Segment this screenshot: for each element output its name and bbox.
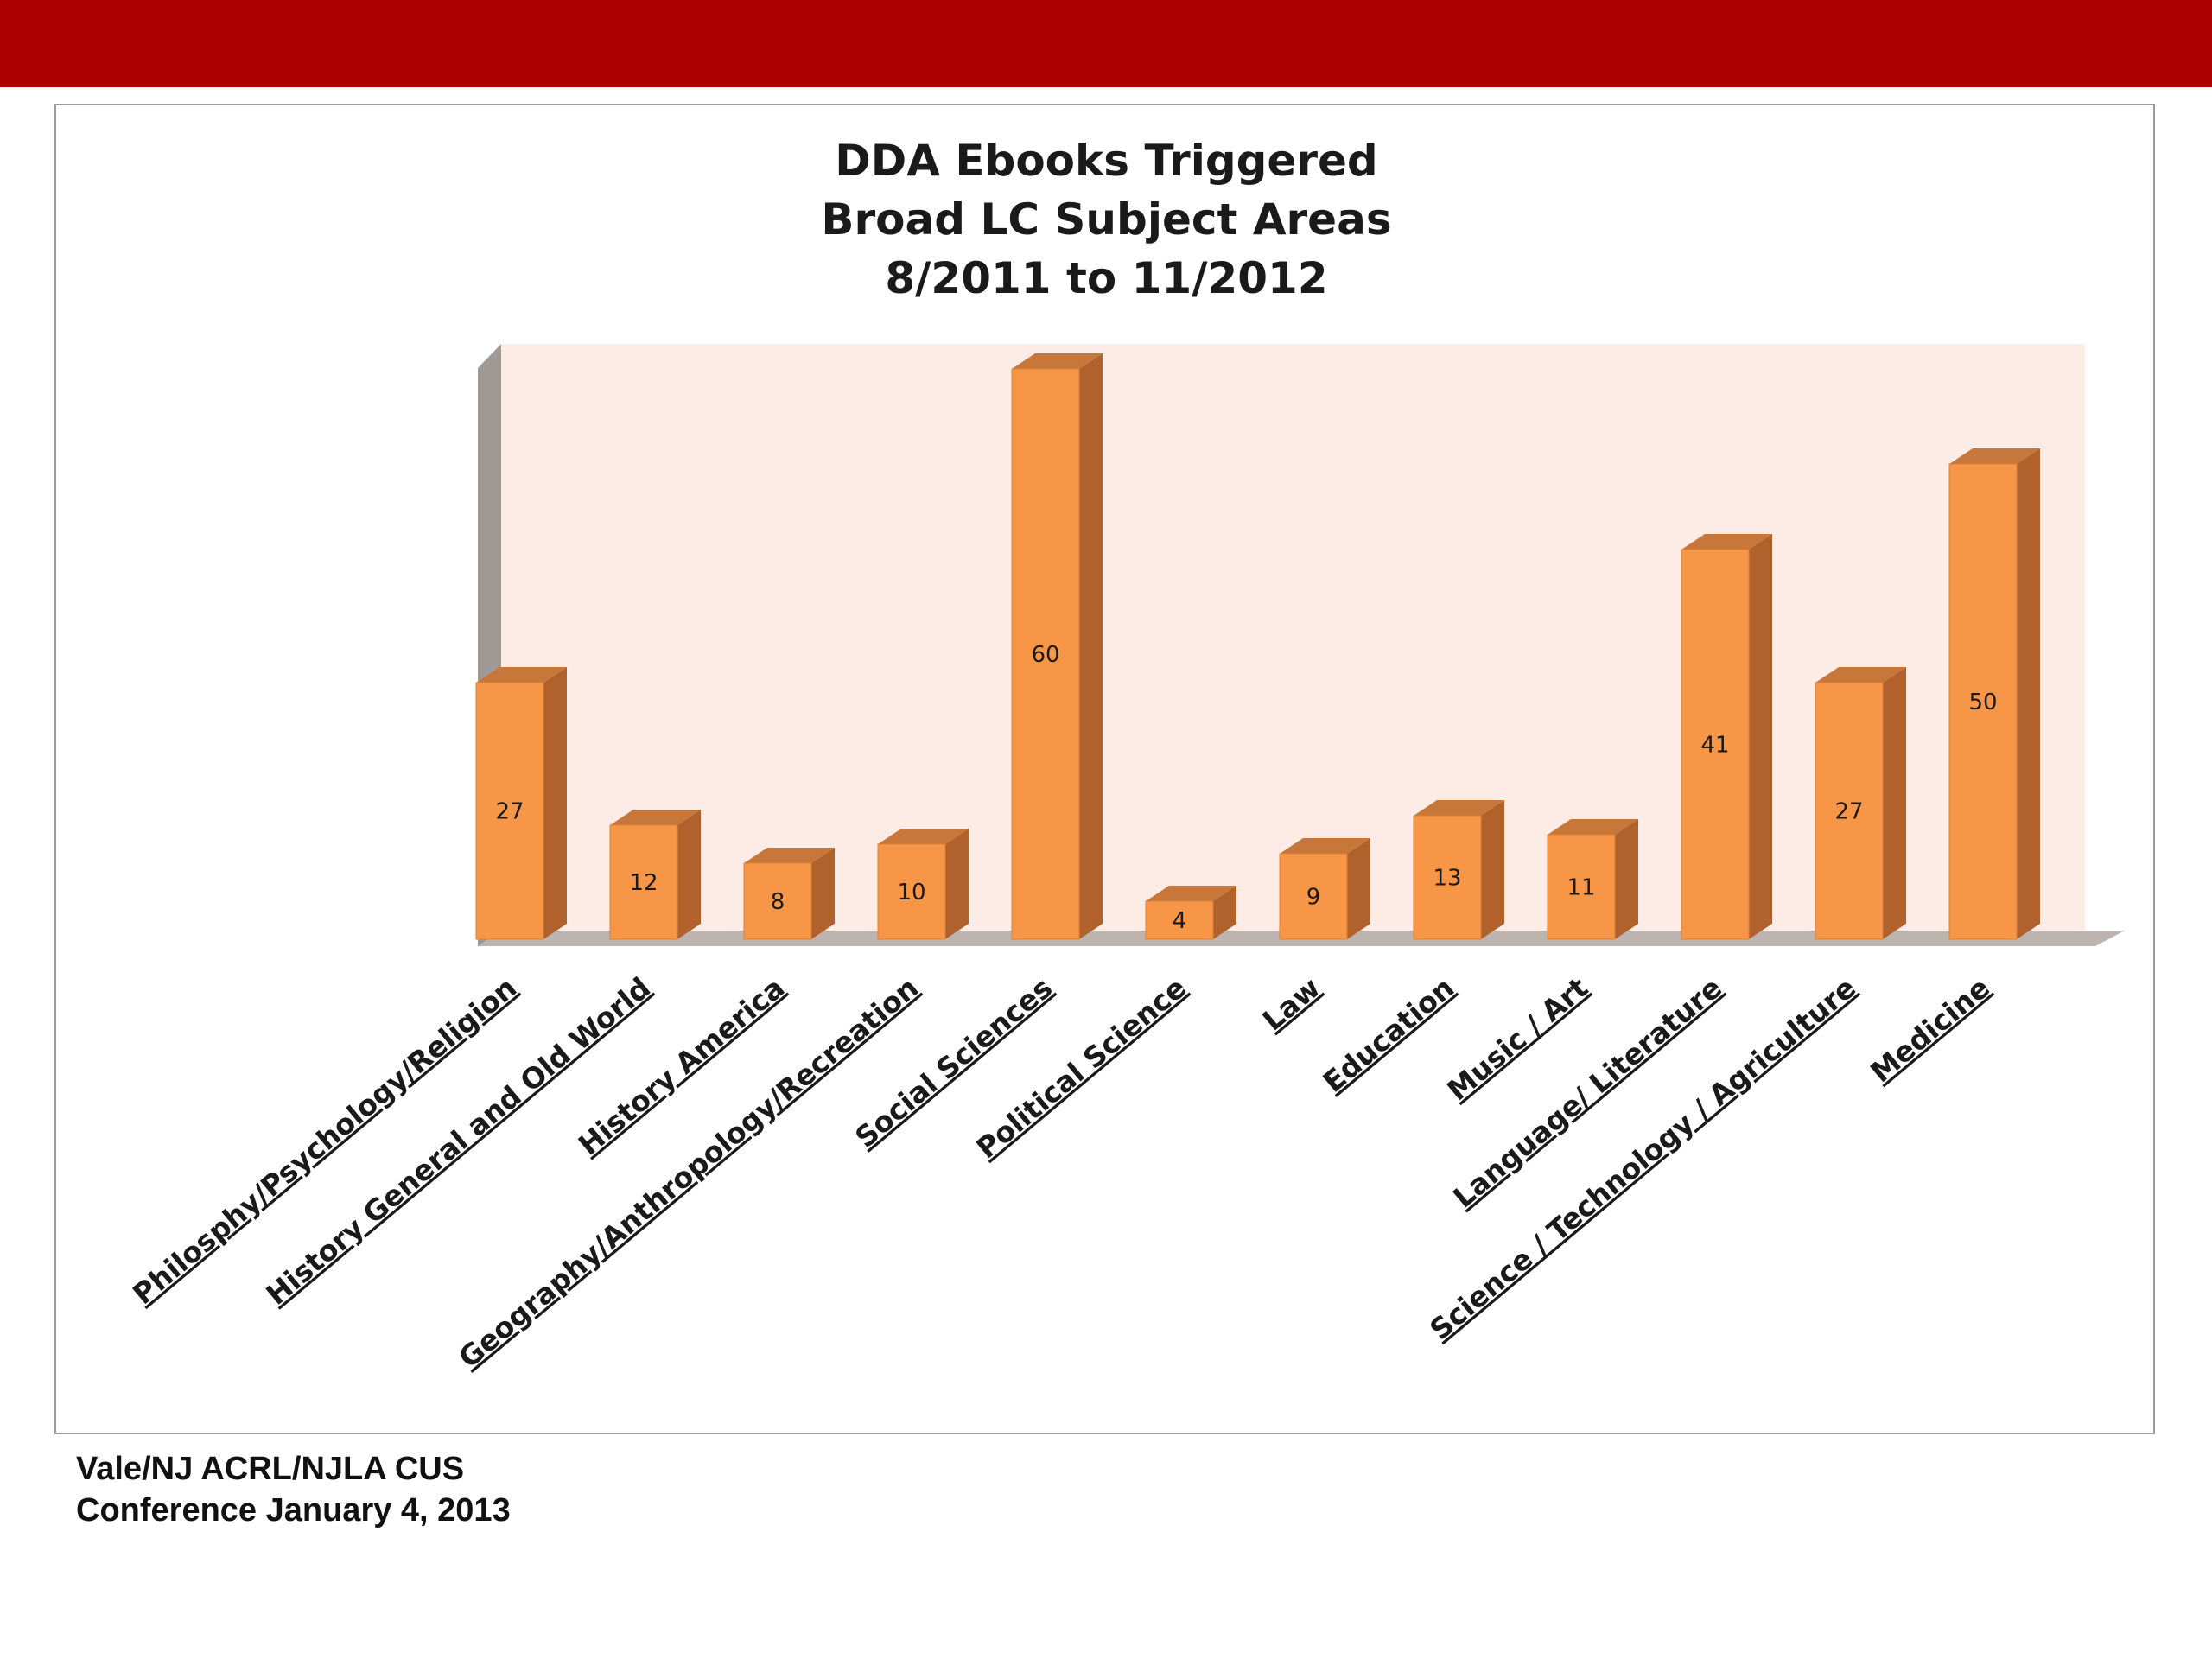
header-band <box>0 0 2212 87</box>
bar-top-6 <box>1146 886 1236 901</box>
bar-4 <box>877 843 946 940</box>
data-label-6: 4 <box>1173 908 1187 934</box>
bar-side-2 <box>677 810 701 939</box>
bar-side-1 <box>543 667 567 939</box>
data-label-1: 27 <box>495 799 524 825</box>
bar-side-9 <box>1615 819 1638 939</box>
bar-side-7 <box>1347 838 1370 939</box>
bar-side-11 <box>1883 667 1906 939</box>
chart-title-line-1: DDA Ebooks Triggered <box>835 136 1378 186</box>
bar-side-8 <box>1481 800 1504 939</box>
bar-top-5 <box>1012 353 1103 369</box>
data-label-11: 27 <box>1834 799 1863 825</box>
data-label-9: 11 <box>1567 875 1595 901</box>
data-label-5: 60 <box>1031 642 1059 668</box>
bar-top-8 <box>1414 800 1504 816</box>
chart-title-line-2: Broad LC Subject Areas <box>821 194 1392 245</box>
data-label-10: 41 <box>1700 733 1729 759</box>
bar-side-3 <box>811 848 835 939</box>
bar-3 <box>743 862 812 940</box>
category-label-8: Education <box>1317 970 1461 1099</box>
bar-top-2 <box>610 810 701 825</box>
category-label-10: Language/ Literature <box>1446 970 1728 1214</box>
bar-top-7 <box>1280 838 1370 854</box>
data-label-7: 9 <box>1306 885 1321 911</box>
bar-10 <box>1681 549 1750 940</box>
data-label-4: 10 <box>897 880 925 906</box>
data-label-3: 8 <box>771 889 785 915</box>
bar-5 <box>1011 368 1080 940</box>
bar-side-10 <box>1749 534 1772 939</box>
category-label-7: Law <box>1256 970 1327 1037</box>
bar-side-6 <box>1213 886 1236 939</box>
category-label-4: Geography/Anthropology/Recreation <box>452 970 925 1375</box>
footer: Vale/NJ ACRL/NJLA CUS Conference January… <box>76 1448 511 1531</box>
chart-title-line-3: 8/2011 to 11/2012 <box>885 253 1328 303</box>
bar-chart: 27Philosphy/Psychology/Religion12History… <box>126 344 2125 1375</box>
bar-top-10 <box>1681 534 1772 550</box>
bar-side-5 <box>1079 353 1103 939</box>
bar-8 <box>1413 815 1482 940</box>
chart-frame: DDA Ebooks Triggered Broad LC Subject Ar… <box>54 104 2155 1434</box>
footer-line-2: Conference January 4, 2013 <box>76 1492 511 1529</box>
data-label-8: 13 <box>1433 866 1461 892</box>
bar-side-4 <box>945 829 969 939</box>
bar-top-11 <box>1815 667 1906 683</box>
bar-2 <box>609 824 678 940</box>
data-label-12: 50 <box>1968 690 1997 715</box>
bar-top-9 <box>1548 819 1638 835</box>
data-label-2: 12 <box>629 870 658 896</box>
footer-line-1: Vale/NJ ACRL/NJLA CUS <box>76 1451 465 1487</box>
bar-12 <box>1948 463 2018 940</box>
chart-title: DDA Ebooks Triggered Broad LC Subject Ar… <box>56 131 2157 308</box>
bar-1 <box>475 682 544 940</box>
category-label-12: Medicine <box>1864 970 1996 1089</box>
bar-top-1 <box>476 667 567 683</box>
bar-top-12 <box>1949 448 2040 464</box>
bar-top-4 <box>878 829 969 844</box>
bar-6 <box>1145 900 1214 940</box>
bar-9 <box>1547 834 1616 940</box>
bar-7 <box>1279 853 1348 940</box>
bar-side-12 <box>2017 448 2040 939</box>
bar-11 <box>1815 682 1884 940</box>
bar-top-3 <box>744 848 835 863</box>
